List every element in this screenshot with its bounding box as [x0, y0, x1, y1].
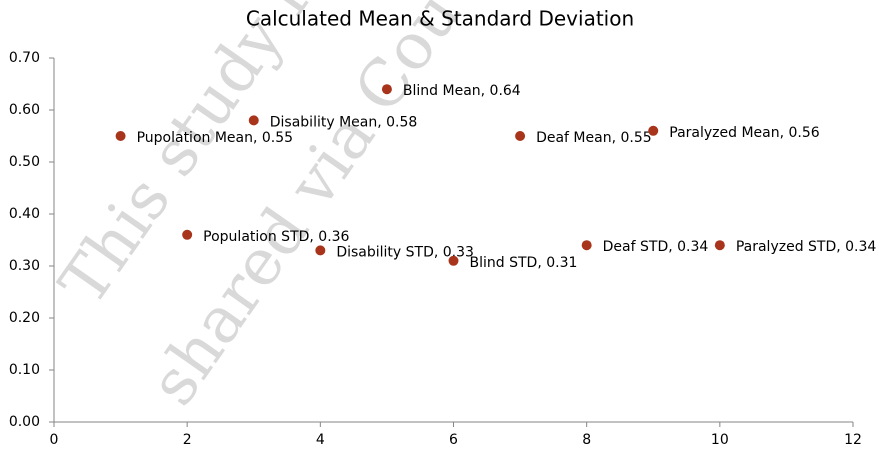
data-label: Blind STD, 0.31 [470, 255, 578, 271]
data-label: Pupolation Mean, 0.55 [137, 130, 293, 146]
x-tick-label: 2 [183, 432, 192, 448]
y-tick-label: 0.50 [9, 154, 40, 170]
x-tick-label: 8 [582, 432, 591, 448]
x-tick-label: 0 [50, 432, 59, 448]
y-tick-label: 0.30 [9, 258, 40, 274]
y-tick-label: 0.40 [9, 206, 40, 222]
data-label: Disability Mean, 0.58 [270, 114, 418, 130]
data-label: Paralyzed STD, 0.34 [736, 239, 877, 255]
y-tick-label: 0.70 [9, 50, 40, 66]
data-label: Blind Mean, 0.64 [403, 83, 521, 99]
x-tick-label: 10 [711, 432, 729, 448]
point [581, 240, 592, 251]
x-tick-label: 12 [844, 432, 862, 448]
point [648, 125, 659, 136]
point [248, 115, 259, 126]
y-tick-label: 0.60 [9, 102, 40, 118]
point [315, 245, 326, 256]
data-label: Paralyzed Mean, 0.56 [669, 125, 820, 141]
data-label: Disability STD, 0.33 [336, 244, 474, 260]
point [182, 229, 193, 240]
point [115, 131, 126, 141]
data-label: Deaf Mean, 0.55 [536, 130, 652, 146]
watermark: This study re shared via Cou [46, 0, 475, 419]
data-label: Deaf STD, 0.34 [603, 239, 709, 255]
y-tick-label: 0.10 [9, 362, 40, 378]
y-tick-label: 0.00 [9, 414, 40, 430]
point [448, 255, 459, 266]
point [381, 84, 392, 95]
point [714, 240, 725, 251]
chart-title: Calculated Mean & Standard Deviation [246, 7, 634, 31]
x-tick-label: 6 [449, 432, 458, 448]
data-label: Population STD, 0.36 [203, 229, 349, 245]
watermark-text: shared via Cou [136, 0, 475, 419]
x-tick-label: 4 [316, 432, 325, 448]
point [515, 131, 526, 141]
y-tick-label: 0.20 [9, 310, 40, 326]
